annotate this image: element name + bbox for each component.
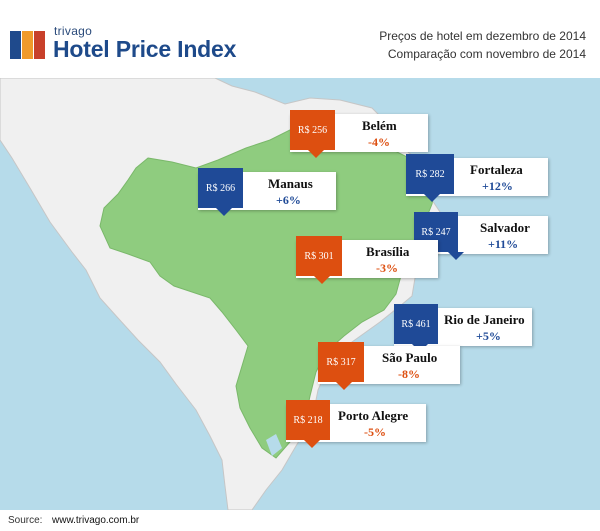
city-name: Brasília: [366, 244, 410, 259]
city-name: Belém: [362, 118, 397, 133]
price-value: R$ 266: [205, 182, 236, 194]
city-name: São Paulo: [382, 350, 438, 365]
subtitle-line-2: Comparação com novembro de 2014: [387, 47, 586, 61]
price-value: R$ 282: [415, 168, 445, 180]
price-tag: R$ 282: [406, 154, 454, 202]
source-label: Source:: [8, 515, 43, 526]
city-card-brasilia[interactable]: R$ 301 Brasília -3%: [296, 236, 438, 284]
source-link[interactable]: www.trivago.com.br: [52, 515, 140, 526]
price-change: +11%: [488, 237, 519, 251]
price-tag: R$ 218: [286, 400, 330, 448]
city-card-belem[interactable]: R$ 256 Belém -4%: [290, 110, 428, 158]
price-tag: R$ 301: [296, 236, 342, 284]
city-card-porto-alegre[interactable]: R$ 218 Porto Alegre -5%: [286, 400, 426, 448]
city-card-fortaleza[interactable]: R$ 282 Fortaleza +12%: [406, 154, 548, 202]
price-value: R$ 301: [304, 250, 334, 262]
city-name: Manaus: [268, 176, 313, 191]
price-value: R$ 218: [293, 414, 323, 426]
price-value: R$ 247: [421, 226, 451, 238]
city-name: Porto Alegre: [338, 408, 409, 423]
price-change: -8%: [398, 367, 420, 381]
lagoa-dos-patos: [266, 434, 282, 456]
map: R$ 256 Belém -4% R$ 266 Manaus +6% R$ 28…: [0, 78, 600, 510]
city-name: Rio de Janeiro: [444, 312, 525, 327]
price-change: +12%: [482, 179, 513, 193]
price-change: -3%: [376, 261, 398, 275]
footer: Source: www.trivago.com.br: [0, 510, 600, 531]
price-change: -5%: [364, 425, 386, 439]
city-name: Fortaleza: [470, 162, 523, 177]
price-change: -4%: [368, 135, 390, 149]
price-change: +5%: [476, 329, 501, 343]
subtitle-line-1: Preços de hotel em dezembro de 2014: [379, 29, 586, 43]
city-name: Salvador: [480, 220, 530, 235]
brand-small: trivago: [54, 24, 93, 38]
price-value: R$ 461: [401, 318, 431, 330]
city-card-sao-paulo[interactable]: R$ 317 São Paulo -8%: [318, 342, 460, 390]
city-card-rio-de-janeiro[interactable]: R$ 461 Rio de Janeiro +5%: [394, 304, 532, 352]
price-tag: R$ 266: [198, 168, 243, 216]
city-card-manaus[interactable]: R$ 266 Manaus +6%: [198, 168, 336, 216]
price-value: R$ 256: [297, 124, 328, 136]
brand-title: Hotel Price Index: [53, 36, 237, 62]
price-tag: R$ 256: [290, 110, 335, 158]
price-change: +6%: [276, 193, 301, 207]
price-tag: R$ 317: [318, 342, 364, 390]
trivago-logo-icon: [10, 31, 46, 59]
price-value: R$ 317: [326, 356, 356, 368]
price-tag: R$ 461: [394, 304, 438, 352]
header: trivago Hotel Price Index Preços de hote…: [0, 0, 600, 78]
